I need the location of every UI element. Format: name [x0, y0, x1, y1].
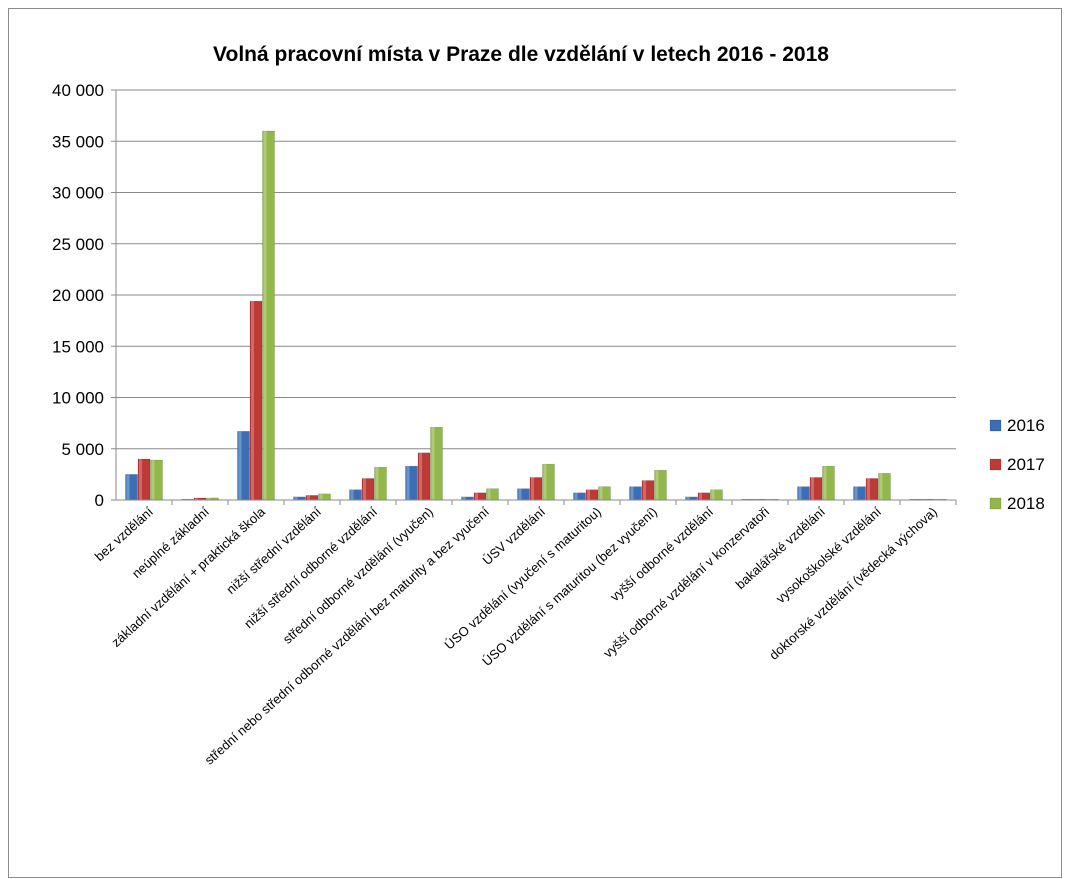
bar-highlight: [643, 480, 646, 500]
bar-highlight: [151, 460, 155, 500]
bar-highlight: [574, 492, 578, 500]
bar-highlight: [319, 493, 323, 500]
legend-label: 2017: [1007, 455, 1045, 474]
bar-highlight: [307, 495, 310, 500]
bar-highlight: [587, 489, 590, 500]
bar-highlight: [419, 452, 422, 500]
bar-highlight: [531, 477, 534, 500]
bar-highlight: [363, 478, 366, 500]
legend-swatch-2018: [989, 497, 1002, 510]
x-category-label: nižší střední vzdělání: [223, 504, 324, 597]
bar-highlight: [263, 131, 267, 500]
bar-highlight: [487, 488, 491, 500]
chart-frame: Volná pracovní místa v Praze dle vzdělán…: [8, 8, 1062, 878]
bar-highlight: [431, 427, 435, 500]
y-tick-label: 20 000: [52, 286, 104, 305]
bar-highlight: [711, 489, 715, 500]
y-axis-ticks: 0 5 000 10 000 15 000 20 000 25 000 30 000 35 0…: [52, 81, 116, 510]
bar-chart: Volná pracovní místa v Praze dle vzdělán…: [52, 43, 1045, 768]
bar-highlight: [350, 489, 354, 500]
legend-swatch-2016: [989, 419, 1002, 432]
bar-highlight: [375, 467, 379, 500]
bars: [125, 130, 947, 501]
bar-highlight: [699, 492, 702, 500]
bar-highlight: [406, 466, 410, 500]
bar-highlight: [823, 466, 827, 500]
y-tick-label: 35 000: [52, 132, 104, 151]
bar-highlight: [599, 486, 603, 500]
bar-highlight: [686, 496, 690, 500]
bar-highlight: [854, 486, 858, 500]
bar-highlight: [251, 301, 254, 500]
bar-highlight: [238, 431, 242, 500]
y-tick-label: 10 000: [52, 389, 104, 408]
bar-highlight: [126, 474, 130, 500]
bar-highlight: [543, 464, 547, 500]
bar-highlight: [867, 478, 870, 500]
legend-swatch-2017: [989, 458, 1002, 471]
legend: 2016 2017 2018: [989, 416, 1045, 513]
bar-highlight: [655, 470, 659, 500]
axes: [115, 90, 957, 505]
bar-highlight: [879, 473, 883, 500]
bar-highlight: [811, 477, 814, 500]
y-tick-label: 25 000: [52, 235, 104, 254]
x-category-label: vysokoškolské vzdělání: [773, 504, 884, 606]
bar-highlight: [207, 497, 211, 500]
bar-highlight: [462, 496, 466, 500]
chart-title: Volná pracovní místa v Praze dle vzdělán…: [213, 43, 829, 66]
bar-highlight: [475, 492, 478, 500]
bar-highlight: [630, 486, 634, 500]
bar-highlight: [518, 488, 522, 500]
bar-highlight: [139, 459, 142, 500]
bar-highlight: [294, 496, 298, 500]
legend-label: 2018: [1007, 494, 1045, 513]
y-tick-label: 30 000: [52, 184, 104, 203]
bar-highlight: [195, 497, 198, 500]
y-tick-label: 0: [95, 491, 104, 510]
legend-label: 2016: [1007, 416, 1045, 435]
y-tick-label: 40 000: [52, 81, 104, 100]
bar-highlight: [798, 486, 802, 500]
y-tick-label: 15 000: [52, 337, 104, 356]
y-tick-label: 5 000: [61, 440, 104, 459]
x-category-label: vyšší odborné vzdělání: [607, 504, 716, 604]
